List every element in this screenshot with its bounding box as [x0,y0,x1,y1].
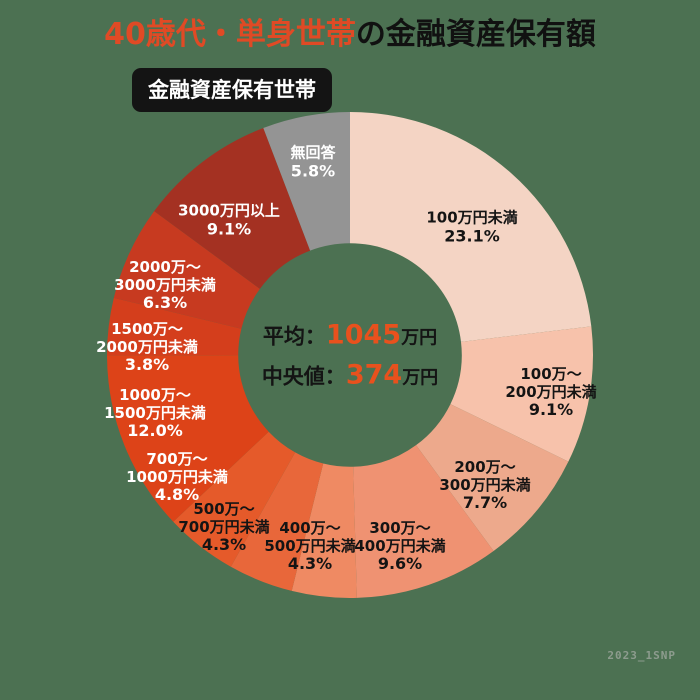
title-accent: 40歳代・単身世帯 [104,17,356,52]
slice-label-line: 300万〜 [369,518,431,537]
slice-label-line: 300万円未満 [439,475,531,494]
slice-label: 300万〜 400万円未満 9.6% [354,518,446,574]
slice-percent: 4.8% [154,485,200,505]
slice-label: 200万〜 300万円未満 7.7% [439,457,531,513]
slice-percent: 4.3% [287,554,333,574]
pie-slice[interactable] [350,112,592,342]
pie-slice[interactable] [107,297,242,356]
median-unit: 万円 [402,367,439,389]
slice-label-line: 1000万円未満 [126,467,228,486]
slice-percent: 23.1% [444,226,500,246]
slice-label-line: 1500万〜 [111,319,183,338]
slice-percent: 9.1% [528,400,574,420]
slice-label: 100万円未満 23.1% [426,208,518,247]
slice-percent: 6.3% [142,293,188,313]
slice-label-line: 500万円未満 [264,536,356,555]
median-row: 中央値：374万円 [262,360,438,391]
slice-percent: 9.6% [377,554,423,574]
slice-label: 3000万円以上 9.1% [178,201,280,240]
pie-slice[interactable] [450,326,593,462]
slice-percent: 12.0% [127,421,183,441]
slice-label-line: 200万円未満 [505,382,597,401]
mean-label: 平均： [262,324,326,349]
slice-label: 2000万〜 3000万円未満 6.3% [114,257,216,313]
page-title: 40歳代・単身世帯の金融資産保有額 [0,18,700,51]
pie-slice[interactable] [173,431,296,567]
donut-svg [107,112,593,598]
status-badge: 金融資産保有世帯 [132,68,332,112]
center-summary: 平均：1045万円 中央値：374万円 [262,311,438,400]
slice-label: 1500万〜 2000万円未満 3.8% [96,319,198,375]
slice-label: 400万〜 500万円未満 4.3% [264,518,356,574]
slice-label: 無回答 5.8% [290,143,336,182]
slice-percent: 4.3% [201,535,247,555]
slice-label-line: 1500万円未満 [104,403,206,422]
slice-percent: 5.8% [290,161,336,181]
slice-label-line: 無回答 [290,143,336,162]
slice-label-line: 500万〜 [193,499,255,518]
pie-slice[interactable] [107,355,269,522]
mean-value: 1045 [325,319,402,351]
slice-percent: 3.8% [124,355,170,375]
median-value: 374 [345,359,403,391]
slice-label-line: 400万円未満 [354,536,446,555]
slice-label: 500万〜 700万円未満 4.3% [178,499,270,555]
slice-label-line: 2000万円未満 [96,337,198,356]
slice-label-line: 700万円未満 [178,517,270,536]
pie-slice[interactable] [230,452,324,591]
slice-label-line: 3000万円以上 [178,201,280,220]
pie-slice[interactable] [353,445,494,598]
title-plain: の金融資産保有額 [355,17,596,52]
slice-label-line: 400万〜 [279,518,341,537]
slice-label: 100万〜 200万円未満 9.1% [505,364,597,420]
pie-slice[interactable] [263,112,350,251]
watermark: 2023_1SNP [607,649,676,662]
slice-label-line: 200万〜 [454,457,516,476]
slice-label-line: 2000万〜 [129,257,201,276]
slice-percent: 7.7% [462,493,508,513]
median-label: 中央値： [261,364,346,389]
slice-label-line: 700万〜 [146,449,208,468]
slice-label-line: 1000万〜 [119,385,191,404]
pie-slice[interactable] [416,404,569,552]
pie-slice[interactable] [291,463,357,598]
pie-slice[interactable] [154,127,311,289]
slice-label-line: 100万〜 [520,364,582,383]
pie-slice[interactable] [113,211,260,329]
slice-label-line: 3000万円未満 [114,275,216,294]
mean-row: 平均：1045万円 [262,320,438,351]
slice-label: 1000万〜 1500万円未満 12.0% [104,385,206,441]
donut-chart [70,112,630,612]
slice-percent: 9.1% [206,219,252,239]
mean-unit: 万円 [401,327,438,349]
slice-label-line: 100万円未満 [426,208,518,227]
slice-label: 700万〜 1000万円未満 4.8% [126,449,228,505]
